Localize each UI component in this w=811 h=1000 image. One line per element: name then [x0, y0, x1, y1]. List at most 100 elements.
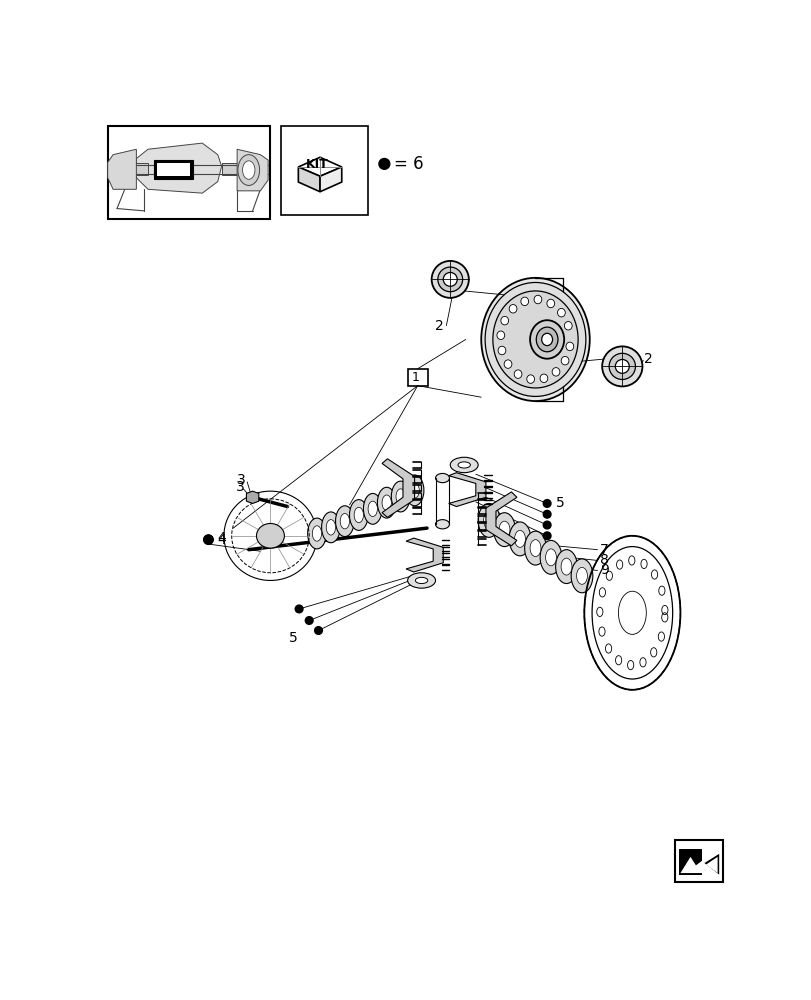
Circle shape — [305, 617, 313, 624]
Circle shape — [314, 627, 322, 634]
Polygon shape — [705, 857, 717, 873]
Ellipse shape — [238, 155, 260, 185]
Ellipse shape — [363, 493, 382, 524]
Text: 3: 3 — [237, 473, 246, 487]
Ellipse shape — [560, 558, 571, 575]
Circle shape — [295, 605, 303, 613]
Polygon shape — [382, 459, 414, 517]
Ellipse shape — [602, 346, 642, 386]
Text: 7: 7 — [599, 543, 607, 557]
Ellipse shape — [500, 316, 508, 325]
Polygon shape — [448, 473, 485, 507]
Ellipse shape — [541, 333, 551, 346]
Ellipse shape — [405, 475, 423, 506]
Bar — [281, 126, 367, 215]
Ellipse shape — [524, 531, 546, 565]
Ellipse shape — [326, 520, 335, 535]
Polygon shape — [237, 149, 268, 191]
Polygon shape — [485, 492, 517, 546]
Ellipse shape — [547, 299, 554, 308]
Ellipse shape — [481, 278, 589, 401]
Ellipse shape — [551, 368, 560, 376]
Ellipse shape — [570, 559, 592, 593]
Ellipse shape — [435, 520, 449, 529]
Polygon shape — [298, 157, 341, 176]
Ellipse shape — [335, 506, 354, 537]
Ellipse shape — [457, 462, 470, 468]
Ellipse shape — [520, 297, 528, 306]
Ellipse shape — [349, 500, 367, 530]
Polygon shape — [406, 538, 443, 572]
Polygon shape — [680, 854, 719, 873]
Ellipse shape — [443, 272, 457, 286]
Bar — [108, 126, 270, 219]
Circle shape — [204, 535, 212, 544]
Ellipse shape — [391, 481, 410, 512]
Circle shape — [543, 521, 551, 529]
Ellipse shape — [307, 518, 326, 549]
Ellipse shape — [526, 375, 534, 383]
Ellipse shape — [499, 521, 509, 538]
Ellipse shape — [435, 473, 449, 483]
Circle shape — [543, 500, 551, 507]
Ellipse shape — [493, 513, 515, 547]
Polygon shape — [704, 854, 719, 875]
Ellipse shape — [530, 540, 540, 557]
Ellipse shape — [484, 282, 586, 396]
Ellipse shape — [449, 457, 478, 473]
Ellipse shape — [564, 322, 572, 330]
Polygon shape — [246, 491, 259, 503]
Ellipse shape — [396, 489, 405, 504]
Bar — [157, 163, 190, 176]
Ellipse shape — [615, 359, 629, 373]
Ellipse shape — [382, 495, 391, 510]
Ellipse shape — [530, 320, 564, 359]
Ellipse shape — [513, 370, 521, 378]
Ellipse shape — [242, 161, 255, 179]
Text: 5: 5 — [556, 496, 564, 510]
Circle shape — [543, 532, 551, 540]
Ellipse shape — [478, 503, 500, 537]
Text: 4: 4 — [217, 531, 226, 545]
Ellipse shape — [608, 353, 635, 379]
Ellipse shape — [535, 327, 557, 352]
Ellipse shape — [534, 295, 541, 304]
Text: 2: 2 — [434, 319, 443, 333]
Bar — [674, 840, 722, 882]
Text: = 6: = 6 — [394, 155, 423, 173]
Ellipse shape — [431, 261, 468, 298]
Bar — [113, 163, 148, 175]
Circle shape — [543, 510, 551, 518]
Polygon shape — [678, 849, 702, 875]
Ellipse shape — [514, 530, 525, 547]
Ellipse shape — [497, 346, 505, 355]
Ellipse shape — [492, 291, 577, 388]
Ellipse shape — [483, 512, 494, 529]
Ellipse shape — [340, 513, 349, 529]
Ellipse shape — [312, 526, 321, 541]
Ellipse shape — [354, 507, 363, 523]
Ellipse shape — [560, 356, 569, 365]
Circle shape — [379, 158, 389, 169]
Text: 3: 3 — [235, 480, 244, 494]
Ellipse shape — [367, 501, 377, 517]
Ellipse shape — [539, 540, 561, 574]
Ellipse shape — [321, 512, 340, 543]
Ellipse shape — [410, 483, 418, 498]
Ellipse shape — [555, 550, 577, 584]
Ellipse shape — [545, 549, 556, 566]
Text: 9: 9 — [599, 563, 608, 577]
Ellipse shape — [508, 522, 530, 556]
Ellipse shape — [377, 487, 396, 518]
Ellipse shape — [415, 577, 427, 584]
Ellipse shape — [539, 374, 547, 383]
Bar — [154, 160, 193, 179]
Ellipse shape — [557, 308, 564, 317]
Polygon shape — [320, 167, 341, 192]
Ellipse shape — [437, 267, 462, 292]
Ellipse shape — [407, 573, 435, 588]
Bar — [407, 369, 427, 386]
Polygon shape — [298, 167, 320, 192]
Bar — [221, 163, 260, 175]
Text: 5: 5 — [289, 631, 298, 645]
